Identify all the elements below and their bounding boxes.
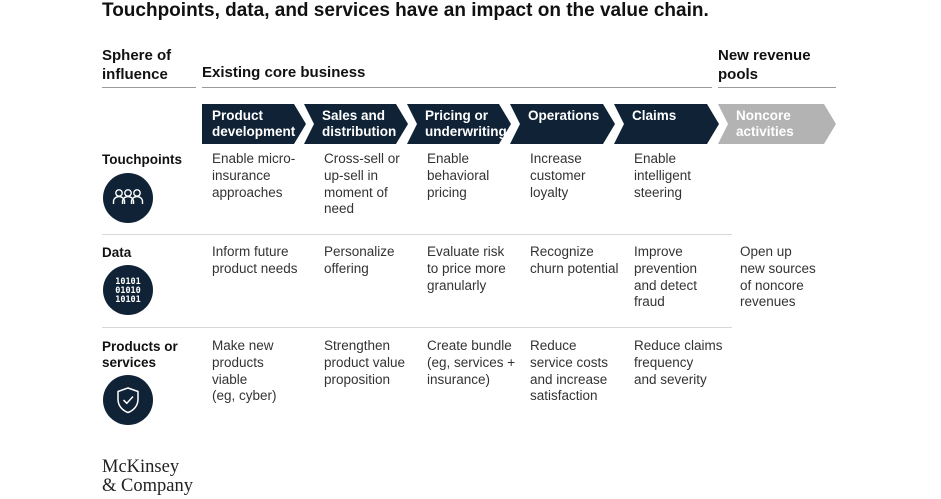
stage-label-line-1: Claims	[632, 108, 677, 123]
grid-cell: Improve prevention and detect fraud	[634, 244, 698, 310]
stage-label: Sales and distribution	[322, 108, 396, 140]
mckinsey-logo: McKinsey & Company	[102, 457, 193, 496]
grid-cell: Enable behavioral pricing	[427, 151, 490, 200]
stage-chevron: Noncore activities	[718, 104, 836, 144]
stage-label-line-1: Product	[212, 108, 264, 123]
row-divider-1	[102, 234, 732, 235]
grid-cell: Enable micro- insurance approaches	[212, 151, 296, 200]
grid-cell: Increase customer loyalty	[530, 151, 586, 200]
row-label-products-or-services: Products or services	[102, 339, 178, 370]
grid-cell: Reduce claims frequency and severity	[634, 338, 723, 387]
stage-chevron: Sales and distribution	[304, 104, 408, 144]
sphere-divider	[102, 87, 196, 88]
people-icon	[103, 173, 153, 223]
shield-check-icon	[103, 375, 153, 425]
binary-icon-line-1: 10101	[115, 277, 141, 287]
grid-cell: Enable intelligent steering	[634, 151, 692, 200]
stage-label: Pricing or underwriting	[425, 108, 507, 140]
grid-cell: Personalize offering	[324, 244, 395, 276]
row-divider-2	[102, 327, 732, 328]
stage-label-line-1: Sales and	[322, 108, 386, 123]
binary-icon: 10101 01010 10101	[103, 265, 153, 315]
stage-chevron: Pricing or underwriting	[407, 104, 511, 144]
stage-label-line-2: activities	[736, 124, 794, 139]
stage-label: Product development	[212, 108, 295, 140]
grid-cell: Inform future product needs	[212, 244, 298, 276]
stage-chevron: Claims	[614, 104, 719, 144]
stage-chevron: Operations	[510, 104, 615, 144]
stage-label-line-2: distribution	[322, 124, 397, 139]
grid-cell: Evaluate risk to price more granularly	[427, 244, 506, 293]
grid-cell: Strengthen product value proposition	[324, 338, 406, 387]
row-label-data: Data	[102, 245, 132, 260]
noncore-revenue-text: Open up new sources of noncore revenues	[740, 244, 816, 310]
binary-icon-line-3: 10101	[115, 295, 141, 305]
stage-label-line-1: Noncore	[736, 108, 791, 123]
binary-icon-line-2: 01010	[115, 286, 141, 296]
stage-label-line-1: Operations	[528, 108, 600, 123]
page-title: Touchpoints, data, and services have an …	[102, 0, 709, 21]
grid-cell: Make new products viable (eg, cyber)	[212, 338, 277, 404]
stage-label: Operations	[528, 108, 599, 124]
stage-label-line-1: Pricing or	[425, 108, 489, 123]
stage-label: Noncore activities	[736, 108, 794, 140]
core-divider	[202, 87, 712, 88]
grid-cell: Cross-sell or up-sell in moment of need	[324, 151, 400, 217]
new-revenue-divider	[718, 87, 836, 88]
stage-chevron: Product development	[202, 104, 306, 144]
stage-label-line-2: development	[212, 124, 296, 139]
grid-cell: Reduce service costs and increase satisf…	[530, 338, 609, 404]
stage-label: Claims	[632, 108, 676, 124]
sphere-of-influence-label: Sphere of influence	[102, 47, 172, 83]
stage-label-line-2: underwriting	[425, 124, 507, 139]
new-revenue-pools-label: New revenue pools	[718, 47, 811, 83]
grid-cell: Recognize churn potential	[530, 244, 619, 276]
core-business-label: Existing core business	[202, 64, 366, 81]
row-label-touchpoints: Touchpoints	[102, 152, 182, 167]
grid-cell: Create bundle (eg, services + insurance)	[427, 338, 516, 387]
